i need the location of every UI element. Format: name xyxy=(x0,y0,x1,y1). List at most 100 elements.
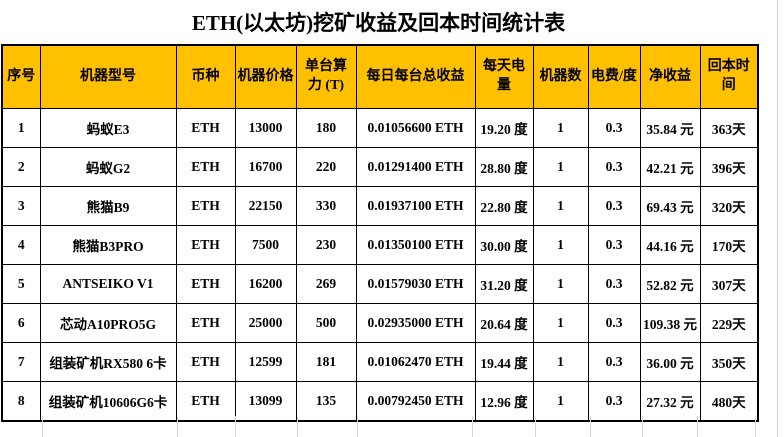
cell-payback_time: 307天 xyxy=(699,264,759,304)
column-header-hashrate: 单台算力 (T) xyxy=(295,44,357,109)
cell-daily_income: 0.01291400 ETH xyxy=(355,147,476,187)
cell-price: 12599 xyxy=(234,342,297,382)
table-row: 1 蚂蚁E3 ETH 13000 180 0.01056600 ETH 19.20 度 1 0.… xyxy=(1,108,759,148)
cell-payback_time: 480天 xyxy=(699,381,759,422)
cell-daily_power: 28.80 度 xyxy=(474,147,534,187)
cell-index: 7 xyxy=(1,342,41,382)
cell-daily_income: 0.01937100 ETH xyxy=(355,186,476,226)
spreadsheet-gridline xyxy=(590,416,591,437)
cell-daily_power: 20.64 度 xyxy=(474,303,534,343)
cell-index: 2 xyxy=(1,147,41,187)
spreadsheet-gridline xyxy=(177,416,178,437)
cell-electricity_fee: 0.3 xyxy=(587,342,641,382)
cell-machine_count: 1 xyxy=(532,303,589,343)
header-row: 序号 机器型号 币种 机器价格 单台算力 (T) 每日每台总收益 每天电量 机器数 电费/度 净收… xyxy=(1,44,759,109)
cell-electricity_fee: 0.3 xyxy=(587,186,641,226)
cell-coin: ETH xyxy=(175,342,236,382)
cell-model: 熊猫B9 xyxy=(39,186,177,226)
cell-model: 蚂蚁G2 xyxy=(39,147,177,187)
cell-index: 4 xyxy=(1,225,41,265)
cell-coin: ETH xyxy=(175,264,236,304)
mining-stats-table: 序号 机器型号 币种 机器价格 单台算力 (T) 每日每台总收益 每天电量 机器数 电费/度 净收… xyxy=(1,44,759,422)
cell-daily_power: 31.20 度 xyxy=(474,264,534,304)
spreadsheet-gridline xyxy=(472,416,473,437)
cell-daily_power: 22.80 度 xyxy=(474,186,534,226)
cell-hashrate: 181 xyxy=(295,342,357,382)
cell-payback_time: 350天 xyxy=(699,342,759,382)
cell-net_income: 35.84 元 xyxy=(639,108,701,148)
cell-daily_income: 0.01579030 ETH xyxy=(355,264,476,304)
column-header-daily_power: 每天电量 xyxy=(474,44,534,109)
cell-electricity_fee: 0.3 xyxy=(587,381,641,422)
cell-machine_count: 1 xyxy=(532,147,589,187)
cell-price: 13099 xyxy=(234,381,297,422)
cell-model: 组装矿机10606G6卡 xyxy=(39,381,177,422)
table-row: 6 芯动A10PRO5G ETH 25000 500 0.02935000 ETH 20.6… xyxy=(1,303,759,343)
cell-electricity_fee: 0.3 xyxy=(587,264,641,304)
cell-coin: ETH xyxy=(175,186,236,226)
cell-electricity_fee: 0.3 xyxy=(587,225,641,265)
cell-index: 6 xyxy=(1,303,41,343)
cell-electricity_fee: 0.3 xyxy=(587,108,641,148)
cell-index: 3 xyxy=(1,186,41,226)
column-header-daily_income: 每日每台总收益 xyxy=(355,44,476,109)
spreadsheet-gridline xyxy=(697,416,698,437)
cell-daily_power: 12.96 度 xyxy=(474,381,534,422)
cell-coin: ETH xyxy=(175,147,236,187)
cell-price: 16200 xyxy=(234,264,297,304)
cell-daily_power: 19.44 度 xyxy=(474,342,534,382)
column-header-index: 序号 xyxy=(1,44,41,109)
cell-model: 芯动A10PRO5G xyxy=(39,303,177,343)
spreadsheet-gridline xyxy=(235,416,236,437)
table-row: 2 蚂蚁G2 ETH 16700 220 0.01291400 ETH 28.80 度 1 0.… xyxy=(1,147,759,187)
cell-payback_time: 320天 xyxy=(699,186,759,226)
table-header: 序号 机器型号 币种 机器价格 单台算力 (T) 每日每台总收益 每天电量 机器数 电费/度 净收… xyxy=(1,44,759,109)
cell-net_income: 27.32 元 xyxy=(639,381,701,422)
cell-machine_count: 1 xyxy=(532,264,589,304)
spreadsheet-gridline xyxy=(297,416,298,437)
cell-electricity_fee: 0.3 xyxy=(587,147,641,187)
cell-model: ANTSEIKO V1 xyxy=(39,264,177,304)
cell-price: 25000 xyxy=(234,303,297,343)
spreadsheet-gridline xyxy=(755,416,756,437)
table-row: 7 组装矿机RX580 6卡 ETH 12599 181 0.01062470 ETH 19… xyxy=(1,342,759,382)
cell-net_income: 36.00 元 xyxy=(639,342,701,382)
spreadsheet-gridline xyxy=(642,416,643,437)
column-header-net_income: 净收益 xyxy=(639,44,701,109)
spreadsheet-gridline xyxy=(535,416,536,437)
cell-coin: ETH xyxy=(175,303,236,343)
cell-payback_time: 229天 xyxy=(699,303,759,343)
cell-machine_count: 1 xyxy=(532,108,589,148)
page-title: ETH(以太坊)挖矿收益及回本时间统计表 xyxy=(191,11,566,35)
cell-electricity_fee: 0.3 xyxy=(587,303,641,343)
cell-daily_income: 0.01350100 ETH xyxy=(355,225,476,265)
cell-hashrate: 220 xyxy=(295,147,357,187)
column-header-payback_time: 回本时间 xyxy=(699,44,759,109)
cell-daily_income: 0.01056600 ETH xyxy=(355,108,476,148)
cell-net_income: 109.38 元 xyxy=(639,303,701,343)
cell-net_income: 44.16 元 xyxy=(639,225,701,265)
cell-machine_count: 1 xyxy=(532,225,589,265)
cell-index: 1 xyxy=(1,108,41,148)
cell-machine_count: 1 xyxy=(532,381,589,422)
cell-model: 熊猫B3PRO xyxy=(39,225,177,265)
cell-index: 8 xyxy=(1,381,41,422)
cell-hashrate: 180 xyxy=(295,108,357,148)
cell-payback_time: 396天 xyxy=(699,147,759,187)
column-header-machine_count: 机器数 xyxy=(532,44,589,109)
cell-model: 蚂蚁E3 xyxy=(39,108,177,148)
cell-net_income: 69.43 元 xyxy=(639,186,701,226)
spreadsheet-gridline xyxy=(42,416,43,437)
cell-model: 组装矿机RX580 6卡 xyxy=(39,342,177,382)
cell-payback_time: 363天 xyxy=(699,108,759,148)
cell-hashrate: 135 xyxy=(295,381,357,422)
table-row: 8 组装矿机10606G6卡 ETH 13099 135 0.00792450 ETH 12… xyxy=(1,381,759,422)
cell-hashrate: 230 xyxy=(295,225,357,265)
cell-hashrate: 500 xyxy=(295,303,357,343)
cell-net_income: 42.21 元 xyxy=(639,147,701,187)
cell-price: 7500 xyxy=(234,225,297,265)
cell-daily_income: 0.01062470 ETH xyxy=(355,342,476,382)
column-header-model: 机器型号 xyxy=(39,44,177,109)
